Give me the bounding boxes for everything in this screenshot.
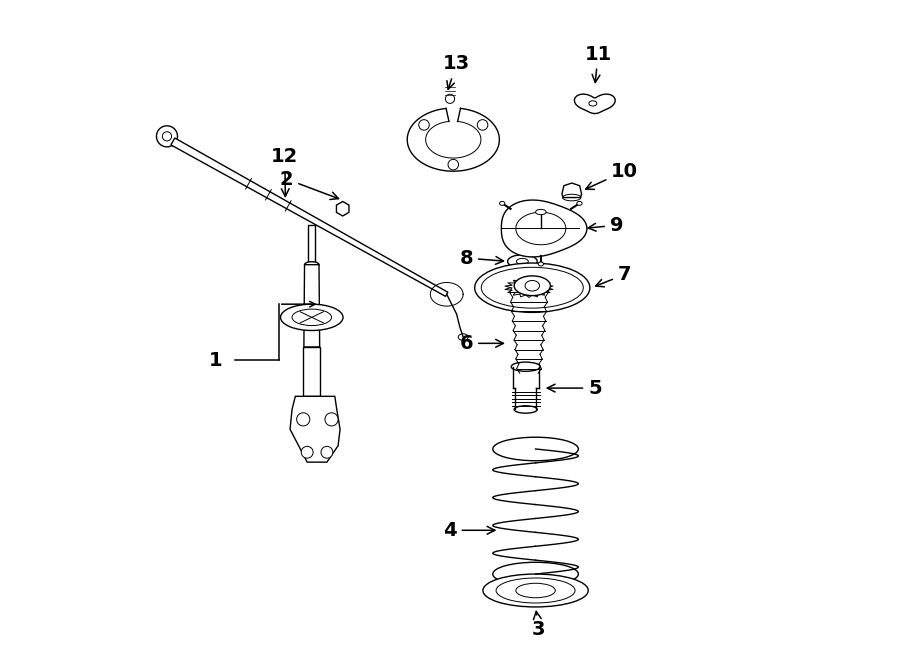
Polygon shape: [303, 347, 320, 397]
Polygon shape: [309, 225, 315, 264]
Polygon shape: [574, 94, 616, 114]
Text: 1: 1: [210, 350, 223, 369]
Ellipse shape: [511, 362, 540, 371]
Ellipse shape: [508, 254, 537, 268]
Polygon shape: [171, 138, 448, 296]
Circle shape: [302, 446, 313, 458]
Circle shape: [297, 412, 310, 426]
Text: 9: 9: [588, 215, 624, 235]
Ellipse shape: [281, 304, 343, 330]
Circle shape: [157, 126, 177, 147]
Ellipse shape: [536, 210, 546, 215]
Ellipse shape: [304, 262, 319, 268]
Polygon shape: [304, 264, 320, 347]
Ellipse shape: [538, 262, 544, 266]
Circle shape: [477, 120, 488, 130]
Circle shape: [448, 159, 459, 170]
Polygon shape: [337, 202, 349, 216]
Ellipse shape: [493, 437, 579, 461]
Ellipse shape: [493, 563, 579, 586]
Text: 8: 8: [459, 249, 503, 268]
Text: 11: 11: [584, 44, 612, 83]
Text: 12: 12: [271, 147, 299, 196]
Text: 2: 2: [280, 170, 338, 200]
Text: 3: 3: [532, 611, 545, 639]
Text: 6: 6: [459, 334, 503, 353]
Polygon shape: [562, 183, 581, 198]
Circle shape: [418, 120, 429, 130]
Ellipse shape: [514, 406, 537, 413]
Polygon shape: [290, 397, 340, 462]
Text: 7: 7: [596, 265, 631, 287]
Text: 13: 13: [443, 54, 470, 89]
Circle shape: [446, 95, 454, 103]
Ellipse shape: [514, 276, 551, 295]
Polygon shape: [501, 200, 587, 257]
Ellipse shape: [500, 202, 505, 206]
Text: 10: 10: [586, 162, 638, 190]
Ellipse shape: [474, 263, 590, 313]
Ellipse shape: [577, 202, 582, 206]
Circle shape: [325, 412, 338, 426]
Ellipse shape: [483, 574, 589, 607]
Circle shape: [321, 446, 333, 458]
Text: 4: 4: [443, 521, 495, 540]
Text: 5: 5: [547, 379, 602, 398]
